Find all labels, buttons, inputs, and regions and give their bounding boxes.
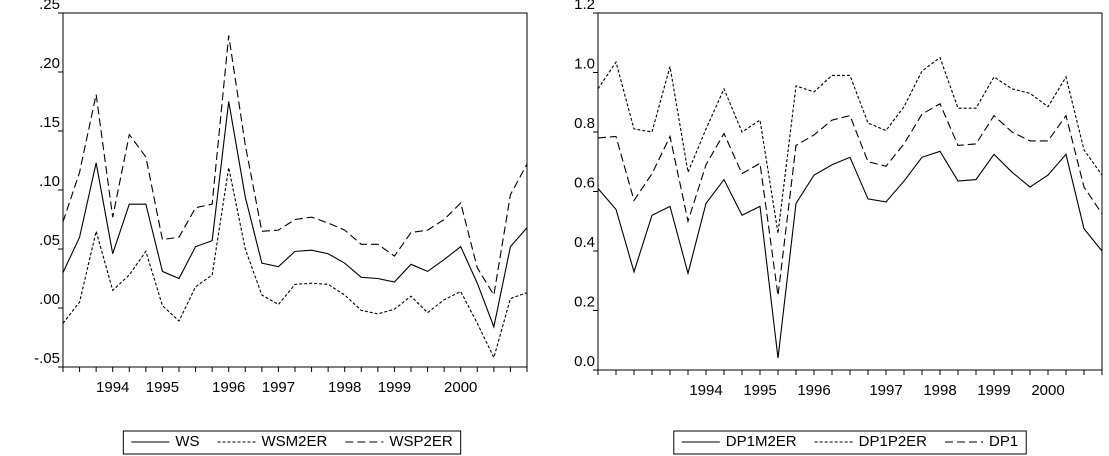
- y-tick-label: .05: [39, 232, 60, 249]
- x-tick-label: 1995: [743, 382, 776, 399]
- x-tick-label: 1999: [977, 382, 1010, 399]
- plot-frame: [62, 12, 528, 368]
- x-tick-label: 1998: [328, 379, 361, 396]
- y-tick-label: .00: [39, 291, 60, 308]
- y-tick-label: .10: [39, 173, 60, 190]
- series-line: [62, 167, 528, 360]
- y-tick-label: 1.2: [574, 0, 595, 13]
- x-tick-label: 2000: [1031, 382, 1064, 399]
- y-tick-label: 0.8: [574, 115, 595, 132]
- x-tick-label: 2000: [444, 379, 477, 396]
- y-tick-label: -.05: [34, 350, 60, 367]
- legend-label: WSM2ER: [261, 433, 327, 450]
- series-line: [62, 101, 528, 329]
- x-tick-label: 1994: [96, 379, 129, 396]
- legend-label: DP1P2ER: [859, 433, 928, 450]
- y-tick-label: .20: [39, 55, 60, 72]
- legend-label: DP1M2ER: [726, 433, 797, 450]
- y-tick-label: 1.0: [574, 55, 595, 72]
- legend-label: WSP2ER: [389, 433, 453, 450]
- y-tick-label: 0.2: [574, 293, 595, 310]
- y-tick-label: 0.0: [574, 353, 595, 370]
- x-tick-label: 1996: [797, 382, 830, 399]
- x-tick-label: 1994: [689, 382, 722, 399]
- legend-box: [673, 430, 1027, 455]
- x-tick-label: 1996: [212, 379, 245, 396]
- series-line: [597, 102, 1103, 296]
- legend-box: [122, 430, 462, 455]
- x-tick-label: 1997: [869, 382, 902, 399]
- plot-frame: [597, 12, 1103, 371]
- series-line: [62, 35, 528, 297]
- y-tick-label: 0.4: [574, 234, 595, 251]
- x-tick-label: 1997: [262, 379, 295, 396]
- x-tick-label: 1999: [378, 379, 411, 396]
- y-tick-label: .25: [39, 0, 60, 13]
- y-tick-label: .15: [39, 114, 60, 131]
- series-line: [597, 150, 1103, 359]
- x-tick-label: 1998: [923, 382, 956, 399]
- legend-label: WS: [175, 433, 199, 450]
- series-line: [597, 56, 1103, 234]
- y-tick-label: 0.6: [574, 174, 595, 191]
- x-tick-label: 1995: [146, 379, 179, 396]
- legend-label: DP1: [989, 433, 1018, 450]
